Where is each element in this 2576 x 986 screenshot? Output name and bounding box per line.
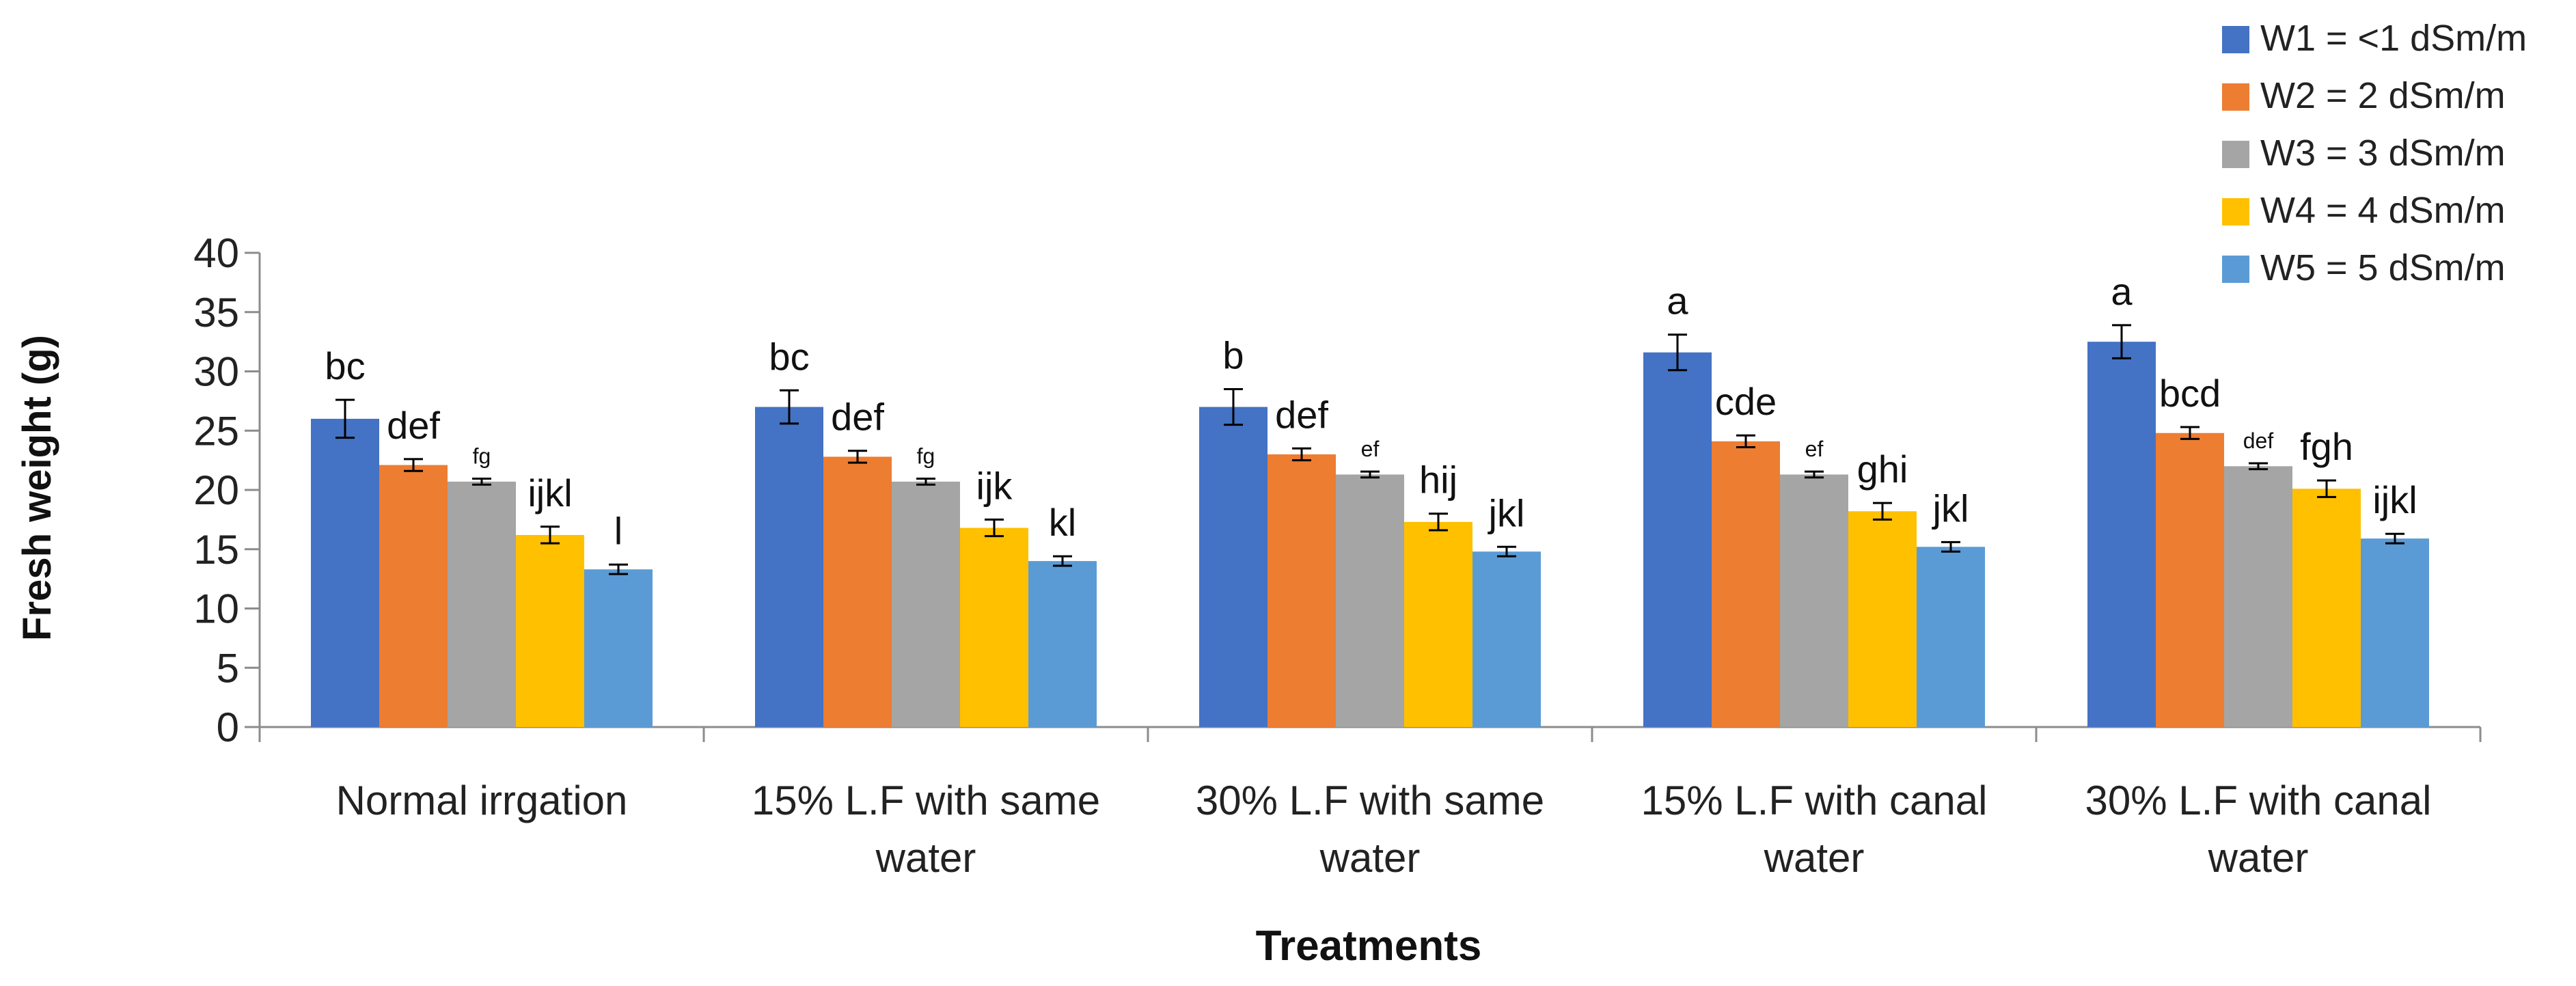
legend-swatch <box>2222 26 2249 53</box>
bar <box>2156 433 2224 727</box>
bar <box>823 456 892 727</box>
legend-swatch <box>2222 256 2249 283</box>
x-category-label: Normal irrgation <box>336 778 628 823</box>
significance-label: fg <box>473 444 491 469</box>
significance-label: a <box>2111 270 2133 313</box>
legend-swatch <box>2222 141 2249 168</box>
bar <box>2292 489 2361 727</box>
x-axis-title: Treatments <box>1256 922 1482 970</box>
significance-label: kl <box>1049 501 1076 544</box>
significance-label: ijkl <box>527 471 572 515</box>
y-tick-label: 15 <box>193 527 239 573</box>
legend-swatch <box>2222 83 2249 111</box>
x-category-label: water <box>1764 835 1865 881</box>
significance-label: def <box>831 396 884 439</box>
bar <box>1848 511 1917 727</box>
bar <box>1780 474 1848 727</box>
y-tick-label: 30 <box>193 349 239 395</box>
significance-label: ijkl <box>2372 478 2417 521</box>
legend-entry: W5 = 5 dSm/m <box>2260 247 2506 288</box>
y-tick-label: 0 <box>217 704 239 750</box>
bar <box>584 569 653 727</box>
y-axis: 0 5 10 15 20 25 30 35 40 <box>193 230 261 750</box>
significance-label: ijk <box>976 464 1013 507</box>
significance-label: ef <box>1805 437 1824 461</box>
x-category-label: 15% L.F with same <box>752 778 1100 823</box>
legend: W1 = <1 dSm/m W2 = 2 dSm/m W3 = 3 dSm/m W4 … <box>2222 18 2527 288</box>
bar <box>1336 474 1404 727</box>
bar <box>1199 407 1268 727</box>
legend-entry: W1 = <1 dSm/m <box>2260 18 2527 59</box>
bar <box>2087 342 2156 727</box>
significance-label: def <box>387 404 440 447</box>
x-category-label: 15% L.F with canal <box>1641 778 1988 823</box>
y-tick-label: 40 <box>193 230 239 276</box>
bar <box>379 465 448 727</box>
bar <box>1712 441 1780 727</box>
bar <box>1643 352 1712 727</box>
bar <box>448 481 516 727</box>
bar <box>516 534 584 727</box>
bar <box>1404 521 1472 727</box>
bar <box>1028 561 1097 727</box>
significance-label: jkl <box>1932 487 1969 530</box>
legend-entry: W4 = 4 dSm/m <box>2260 190 2506 231</box>
significance-label: bcd <box>2159 372 2221 415</box>
bar <box>2361 538 2429 727</box>
significance-label: fgh <box>2300 425 2353 468</box>
significance-label: fg <box>917 444 935 469</box>
x-category-label: water <box>2208 835 2309 881</box>
significance-label: cde <box>1715 380 1777 423</box>
bar <box>1917 547 1985 727</box>
bar <box>755 407 823 727</box>
significance-label: ghi <box>1857 448 1908 491</box>
significance-label: def <box>2243 428 2274 453</box>
y-tick-label: 10 <box>193 586 239 632</box>
significance-label: a <box>1667 279 1688 323</box>
bar <box>2224 466 2292 727</box>
bar <box>1268 454 1336 727</box>
y-tick-label: 25 <box>193 408 239 454</box>
x-axis: Normal irrgation 15% L.F with same water 30… <box>258 726 2482 881</box>
legend-entry: W3 = 3 dSm/m <box>2260 133 2506 174</box>
significance-label: def <box>1275 393 1328 436</box>
x-category-label: 30% L.F with same <box>1196 778 1544 823</box>
error-bars <box>335 324 2404 575</box>
y-tick-label: 20 <box>193 467 239 513</box>
significance-label: hij <box>1419 458 1457 502</box>
significance-label: l <box>614 509 622 552</box>
x-category-label: water <box>1319 835 1421 881</box>
y-axis-title: Fresh weight (g) <box>15 335 59 641</box>
x-category-label: 30% L.F with canal <box>2085 778 2432 823</box>
bar <box>892 481 960 727</box>
significance-label: jkl <box>1488 491 1525 534</box>
legend-swatch <box>2222 198 2249 225</box>
bars <box>311 342 2429 727</box>
significance-label: b <box>1222 334 1244 377</box>
significance-label: bc <box>769 335 809 378</box>
bar <box>960 528 1028 727</box>
y-tick-label: 5 <box>217 645 239 691</box>
significance-label: ef <box>1361 437 1380 461</box>
x-category-label: water <box>875 835 976 881</box>
bar <box>1472 551 1541 727</box>
y-tick-label: 35 <box>193 290 239 335</box>
legend-entry: W2 = 2 dSm/m <box>2260 75 2506 116</box>
significance-label: bc <box>325 344 365 387</box>
bar <box>311 418 379 727</box>
